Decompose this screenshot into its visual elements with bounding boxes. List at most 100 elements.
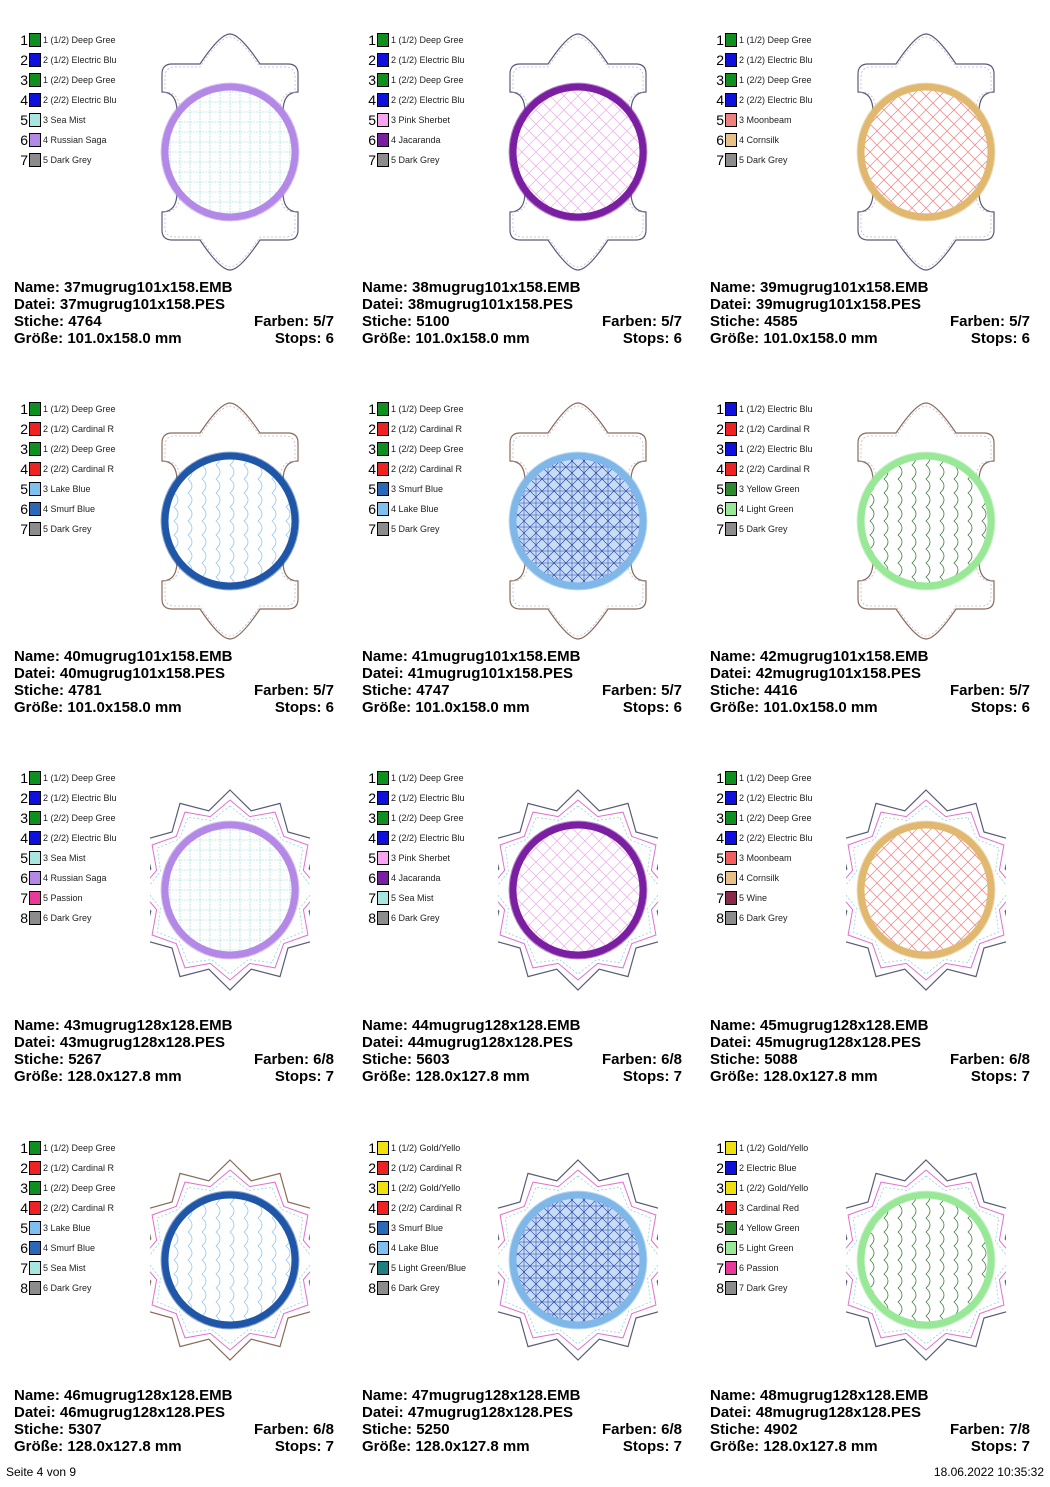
stops-label: Stops: bbox=[970, 330, 1018, 347]
color-step-number: 8 bbox=[716, 910, 724, 926]
thread-color-swatch bbox=[377, 911, 389, 925]
info-line: Größe: 101.0x158.0 mm Stops: 6 bbox=[362, 699, 682, 716]
name-label: Name: bbox=[14, 648, 60, 665]
info-right: Stops: 6 bbox=[623, 330, 682, 347]
groesse-label: Größe: bbox=[362, 330, 412, 347]
design-card: 1 1 (1/2) Deep Gree 2 2 (1/2) Electric Blu 3… bbox=[14, 10, 354, 379]
color-step-number: 7 bbox=[368, 521, 376, 537]
stiche-label: Stiche: bbox=[710, 1421, 761, 1438]
thread-color-swatch bbox=[377, 1281, 389, 1295]
info-right: Stops: 7 bbox=[275, 1438, 334, 1455]
thread-color-swatch bbox=[29, 442, 41, 456]
name-label: Name: bbox=[14, 1017, 60, 1034]
color-step-number: 6 bbox=[716, 501, 724, 517]
design-card: 1 1 (1/2) Gold/Yello 2 2 (1/2) Cardinal R 3 1… bbox=[362, 1118, 702, 1487]
thread-color-swatch bbox=[29, 1221, 41, 1235]
file-datei: 44mugrug128x128.PES bbox=[407, 1034, 573, 1051]
info-left: Name: 37mugrug101x158.EMB bbox=[14, 279, 232, 296]
color-step-number: 5 bbox=[716, 850, 724, 866]
info-line: Stiche: 4416 Farben: 5/7 bbox=[710, 682, 1030, 699]
thread-color-swatch bbox=[29, 422, 41, 436]
color-step-number: 8 bbox=[368, 910, 376, 926]
color-step-number: 3 bbox=[368, 1180, 376, 1196]
embroidery-drawing bbox=[477, 789, 679, 991]
thread-color-swatch bbox=[377, 1221, 389, 1235]
color-step-number: 1 bbox=[716, 770, 724, 786]
info-right: Farben: 5/7 bbox=[254, 682, 334, 699]
info-line: Datei: 46mugrug128x128.PES bbox=[14, 1404, 334, 1421]
color-count: 5/7 bbox=[1009, 313, 1030, 330]
design-info: Name: 43mugrug128x128.EMB Datei: 43mugrug… bbox=[14, 1017, 334, 1085]
thread-color-swatch bbox=[377, 53, 389, 67]
thread-color-swatch bbox=[725, 831, 737, 845]
thread-color-swatch bbox=[377, 1161, 389, 1175]
thread-label: 2 (2/2) Electric Blu bbox=[391, 833, 465, 843]
farben-label: Farben: bbox=[949, 682, 1005, 699]
thread-label: 6 Dark Grey bbox=[391, 913, 440, 923]
stops-label: Stops: bbox=[274, 330, 322, 347]
thread-color-swatch bbox=[29, 1261, 41, 1275]
color-step-number: 5 bbox=[20, 481, 28, 497]
thread-color-swatch bbox=[377, 73, 389, 87]
info-line: Stiche: 5603 Farben: 6/8 bbox=[362, 1051, 682, 1068]
stops-label: Stops: bbox=[274, 1438, 322, 1455]
stitch-count: 4781 bbox=[68, 682, 102, 699]
info-line: Stiche: 5307 Farben: 6/8 bbox=[14, 1421, 334, 1438]
groesse-label: Größe: bbox=[710, 699, 760, 716]
groesse-label: Größe: bbox=[14, 1068, 64, 1085]
design-preview bbox=[825, 770, 1027, 1010]
info-line: Name: 45mugrug128x128.EMB bbox=[710, 1017, 1030, 1034]
info-left: Name: 48mugrug128x128.EMB bbox=[710, 1387, 928, 1404]
info-left: Stiche: 4585 bbox=[710, 313, 798, 330]
info-line: Größe: 128.0x127.8 mm Stops: 7 bbox=[14, 1068, 334, 1085]
thread-color-swatch bbox=[377, 1261, 389, 1275]
color-count: 6/8 bbox=[661, 1051, 682, 1068]
design-card: 1 1 (1/2) Deep Gree 2 2 (1/2) Electric Blu 3… bbox=[710, 10, 1050, 379]
file-datei: 42mugrug101x158.PES bbox=[755, 665, 921, 682]
design-info: Name: 40mugrug101x158.EMB Datei: 40mugrug… bbox=[14, 648, 334, 716]
info-left: Name: 43mugrug128x128.EMB bbox=[14, 1017, 232, 1034]
stops-label: Stops: bbox=[622, 699, 670, 716]
info-left: Größe: 128.0x127.8 mm bbox=[710, 1438, 878, 1455]
info-left: Datei: 42mugrug101x158.PES bbox=[710, 665, 921, 682]
thread-color-swatch bbox=[725, 153, 737, 167]
thread-label: 5 Sea Mist bbox=[391, 893, 434, 903]
info-line: Stiche: 5267 Farben: 6/8 bbox=[14, 1051, 334, 1068]
color-step-number: 7 bbox=[20, 152, 28, 168]
thread-label: 2 (1/2) Electric Blu bbox=[391, 793, 465, 803]
thread-label: 4 Russian Saga bbox=[43, 135, 107, 145]
thread-color-swatch bbox=[29, 93, 41, 107]
thread-color-swatch bbox=[29, 502, 41, 516]
stiche-label: Stiche: bbox=[710, 682, 761, 699]
thread-label: 3 Lake Blue bbox=[43, 484, 91, 494]
info-left: Größe: 128.0x127.8 mm bbox=[362, 1438, 530, 1455]
name-label: Name: bbox=[362, 1387, 408, 1404]
info-left: Datei: 45mugrug128x128.PES bbox=[710, 1034, 921, 1051]
info-line: Name: 46mugrug128x128.EMB bbox=[14, 1387, 334, 1404]
info-line: Stiche: 4781 Farben: 5/7 bbox=[14, 682, 334, 699]
fill-pattern bbox=[516, 1198, 640, 1322]
color-step-number: 7 bbox=[20, 521, 28, 537]
datei-label: Datei: bbox=[362, 296, 404, 313]
ring-edge bbox=[856, 82, 996, 222]
info-right: Farben: 6/8 bbox=[602, 1421, 682, 1438]
info-right: Stops: 7 bbox=[275, 1068, 334, 1085]
thread-color-swatch bbox=[29, 891, 41, 905]
satin-ring bbox=[509, 452, 647, 590]
info-line: Stiche: 4747 Farben: 5/7 bbox=[362, 682, 682, 699]
color-step-number: 1 bbox=[368, 770, 376, 786]
info-right: Stops: 6 bbox=[623, 699, 682, 716]
stops-label: Stops: bbox=[970, 1068, 1018, 1085]
thread-label: 3 Cardinal Red bbox=[739, 1203, 800, 1213]
info-left: Stiche: 5088 bbox=[710, 1051, 798, 1068]
name-label: Name: bbox=[710, 279, 756, 296]
star-outline-pink bbox=[835, 799, 1017, 981]
thread-color-swatch bbox=[377, 153, 389, 167]
outline-stitch-inner bbox=[164, 405, 296, 637]
color-step-number: 8 bbox=[716, 1280, 724, 1296]
design-size: 128.0x127.8 mm bbox=[415, 1068, 530, 1085]
thread-color-swatch bbox=[725, 402, 737, 416]
thread-color-swatch bbox=[377, 1141, 389, 1155]
groesse-label: Größe: bbox=[14, 330, 64, 347]
thread-color-swatch bbox=[377, 502, 389, 516]
